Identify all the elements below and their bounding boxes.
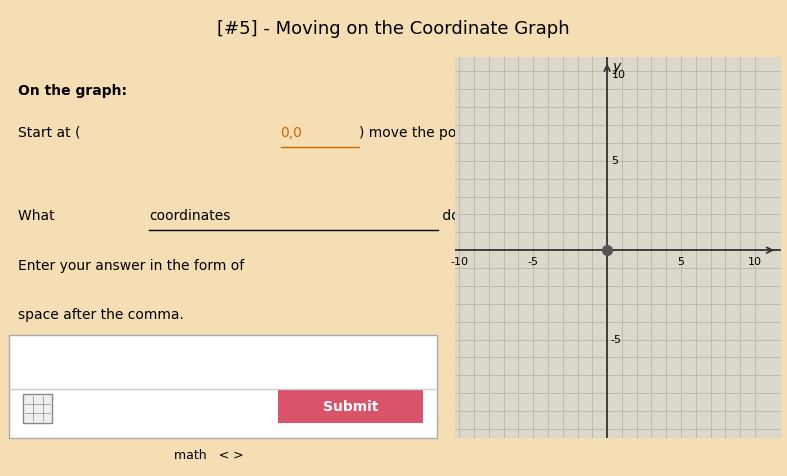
Text: 10: 10 xyxy=(612,69,626,79)
Text: -5: -5 xyxy=(528,258,539,268)
Text: 5: 5 xyxy=(611,156,618,166)
Text: do you end up at?: do you end up at? xyxy=(438,209,568,223)
Text: 5: 5 xyxy=(678,258,685,268)
Text: ) move the point: ) move the point xyxy=(360,126,479,139)
Text: 10: 10 xyxy=(748,258,762,268)
Text: On the graph:: On the graph: xyxy=(18,84,127,98)
Bar xyxy=(279,390,423,423)
Bar xyxy=(9,335,437,438)
Text: -5: -5 xyxy=(611,335,622,345)
Text: math   < >: math < > xyxy=(174,449,243,462)
Text: Submit: Submit xyxy=(323,399,379,414)
Text: [#5] - Moving on the Coordinate Graph: [#5] - Moving on the Coordinate Graph xyxy=(217,20,570,38)
Text: 0,0: 0,0 xyxy=(280,126,302,139)
Text: space after the comma.: space after the comma. xyxy=(18,308,184,322)
Text: -10: -10 xyxy=(450,258,468,268)
Text: coordinates: coordinates xyxy=(150,209,231,223)
Text: Enter your answer in the form of: Enter your answer in the form of xyxy=(18,259,249,273)
Text: What: What xyxy=(18,209,59,223)
Text: y: y xyxy=(612,60,620,74)
Text: Start at (: Start at ( xyxy=(18,126,80,139)
Bar xyxy=(23,394,52,423)
